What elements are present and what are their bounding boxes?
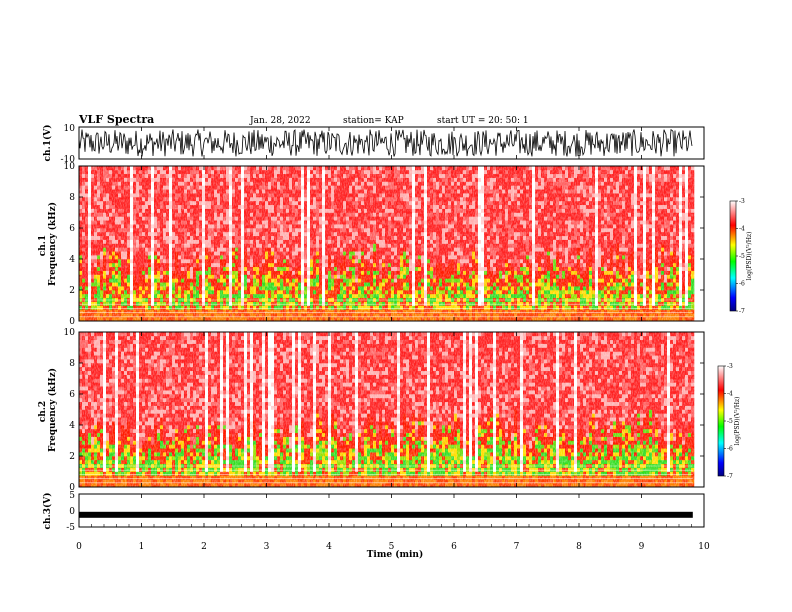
date-label: Jan. 28, 2022	[249, 116, 311, 126]
ch1-waveform-panel: 10 -10 ch.1(V)	[42, 124, 705, 165]
colorbar-tick-label: -4	[739, 226, 745, 233]
ytick-label: 2	[69, 452, 75, 462]
start-time-label: start UT = 20: 50: 1	[437, 116, 529, 126]
colorbar-tick-label: -7	[727, 473, 733, 480]
xtick-label: 7	[514, 542, 520, 552]
ytick-label: 4	[69, 255, 75, 265]
colorbar-tick-label: -6	[727, 446, 733, 453]
ch1-ytick-bottom: -10	[61, 155, 76, 165]
ytick-label: 8	[69, 193, 75, 203]
colorbar-tick-label: -5	[727, 418, 733, 425]
ch1-colorbar-gradient	[729, 200, 737, 312]
ch2-spectrogram-panel: 0 2 4 6 8 10 ch.2 Frequency (kHz) -3 -4 -5 -6 -7 …	[38, 328, 741, 493]
ytick-label: 6	[69, 224, 75, 234]
figure-title: VLF Spectra	[78, 113, 154, 126]
xtick-label: 2	[201, 542, 207, 552]
ytick-label: 8	[69, 359, 75, 369]
ch1-spectrogram-ylabel: ch.1 Frequency (kHz)	[38, 202, 58, 286]
xtick-label: 3	[264, 542, 270, 552]
ch1-colorbar: -3 -4 -5 -6 -7 log(PSD)(V²/Hz)	[729, 198, 753, 315]
colorbar-tick-label: -4	[727, 391, 733, 398]
ytick-label: 0	[69, 317, 75, 327]
ch1-colorbar-label: log(PSD)(V²/Hz)	[746, 232, 753, 281]
ch1-waveform-trace	[78, 129, 693, 157]
colorbar-tick-label: -3	[727, 363, 733, 370]
ch2-ylabel-line2: Frequency (kHz)	[47, 368, 58, 452]
ch3-waveform-frame	[78, 493, 705, 528]
ch1-spectrogram-panel: 0 2 4 6 8 10 ch.1 Frequency (kHz) -3 -4 -5 -6 -7 …	[38, 162, 753, 327]
colorbar-tick-label: -5	[739, 253, 745, 260]
ytick-label: 4	[69, 421, 75, 431]
ch2-ylabel-line1: ch.2	[38, 401, 48, 422]
time-axis-label: Time (min)	[367, 549, 424, 560]
xtick-label: 6	[451, 542, 457, 552]
ch1-ytick-top: 10	[64, 124, 76, 134]
ch2-colorbar-gradient	[717, 365, 725, 477]
colorbar-tick-label: -3	[739, 198, 745, 205]
ch3-ytick-5: 5	[69, 491, 75, 501]
ytick-label: 10	[64, 328, 76, 338]
ch3-waveform-trace	[79, 511, 693, 518]
xtick-label: 0	[76, 542, 82, 552]
colorbar-tick-label: -7	[739, 308, 745, 315]
ch3-ytick-0: 0	[69, 507, 75, 517]
xtick-label: 4	[326, 542, 332, 552]
ch2-spectrogram-texture	[79, 332, 704, 487]
ch3-waveform-ylabel: ch.3(V)	[42, 493, 53, 530]
xtick-label: 1	[139, 542, 145, 552]
ch1-waveform-ylabel: ch.1(V)	[42, 125, 53, 162]
ch3-ytick-neg5: -5	[66, 523, 75, 533]
xtick-label: 10	[698, 542, 710, 552]
ch1-ylabel-line2: Frequency (kHz)	[47, 202, 58, 286]
ch1-ylabel-line1: ch.1	[38, 235, 48, 256]
ch2-colorbar-label: log(PSD)(V²/Hz)	[734, 397, 741, 446]
xtick-label: 5	[389, 542, 395, 552]
time-axis: 0 1 2 3 4 5 6 7 8 9 10	[76, 127, 710, 552]
ytick-label: 10	[64, 162, 76, 172]
xtick-label: 8	[576, 542, 582, 552]
ch3-waveform-panel: 5 0 -5 ch.3(V)	[42, 491, 705, 533]
ytick-label: 2	[69, 286, 75, 296]
ch2-colorbar: -3 -4 -5 -6 -7 log(PSD)(V²/Hz)	[717, 363, 741, 480]
xtick-label: 9	[639, 542, 645, 552]
station-label: station= KAP	[343, 116, 404, 126]
ch2-spectrogram-ylabel: ch.2 Frequency (kHz)	[38, 368, 58, 452]
ch1-spectrogram-texture	[79, 166, 704, 321]
colorbar-tick-label: -6	[739, 281, 745, 288]
ytick-label: 0	[69, 483, 75, 493]
ytick-label: 6	[69, 390, 75, 400]
